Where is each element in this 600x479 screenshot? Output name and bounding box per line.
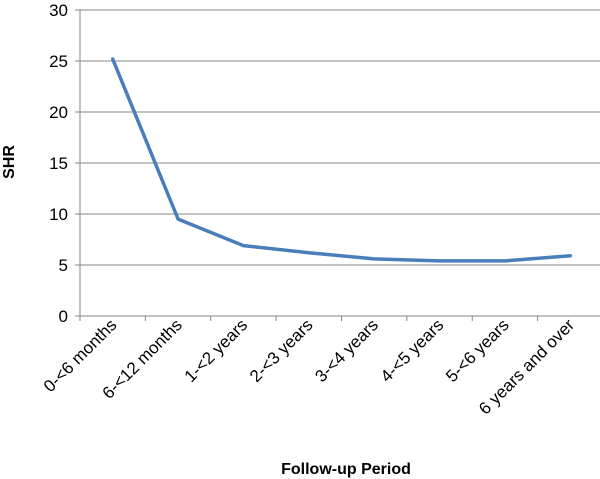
y-tick-label: 0 bbox=[59, 307, 68, 326]
axes bbox=[75, 9, 600, 321]
gridlines bbox=[80, 9, 600, 266]
x-axis-title: Follow-up Period bbox=[281, 461, 411, 478]
x-tick-label: 5-<6 years bbox=[442, 315, 513, 386]
y-tick-labels: 0 5 10 15 20 25 30 bbox=[49, 1, 68, 326]
x-tick-label: 1-<2 years bbox=[181, 315, 252, 386]
x-tick-label: 4-<5 years bbox=[377, 315, 448, 386]
y-tick-label: 15 bbox=[49, 154, 68, 173]
y-tick-label: 10 bbox=[49, 205, 68, 224]
y-tick-label: 30 bbox=[49, 1, 68, 20]
y-tick-label: 5 bbox=[59, 256, 68, 275]
y-tick-label: 25 bbox=[49, 52, 68, 71]
x-tick-label: 3-<4 years bbox=[311, 315, 382, 386]
y-axis-title: SHR bbox=[1, 145, 18, 179]
y-tick-label: 20 bbox=[49, 103, 68, 122]
series-line bbox=[110, 57, 573, 263]
series-lines bbox=[110, 57, 573, 263]
x-tick-label: 2-<3 years bbox=[246, 315, 317, 386]
